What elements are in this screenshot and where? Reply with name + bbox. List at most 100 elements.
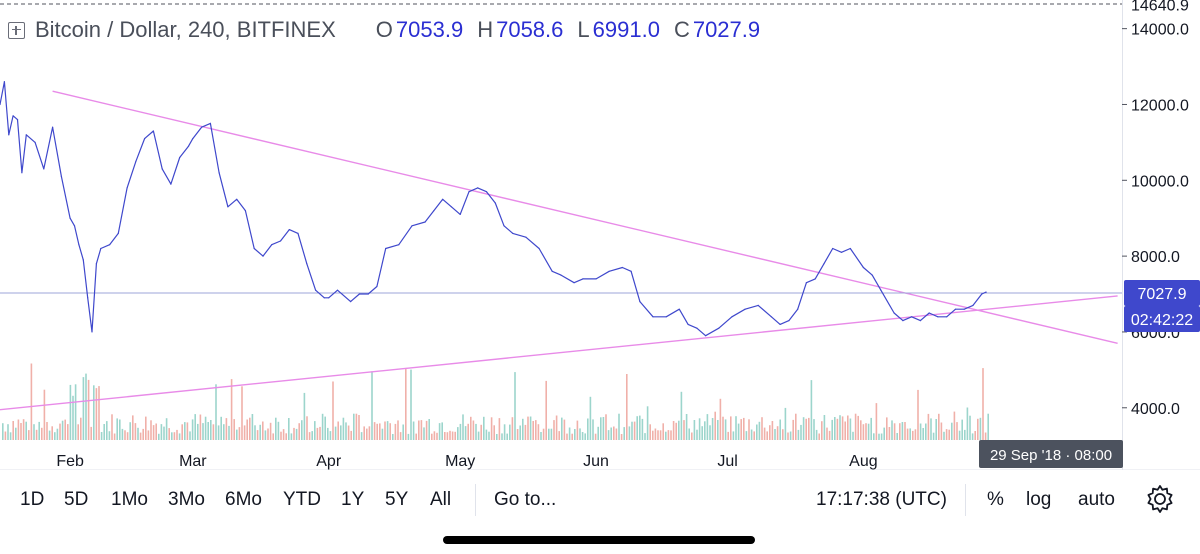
volume-bar (519, 425, 521, 440)
volume-bar (620, 434, 623, 440)
volume-bar (64, 419, 66, 440)
volume-bar (17, 419, 20, 440)
volume-bar (524, 424, 527, 440)
volume-bar (43, 389, 46, 440)
high-label: H (477, 17, 494, 42)
volume-bar (77, 424, 79, 440)
volume-bar (301, 420, 303, 440)
x-tick-label: Apr (316, 453, 342, 470)
volume-bar (787, 432, 789, 440)
volume-bar (67, 424, 69, 440)
volume-bar (85, 373, 87, 440)
volume-bar (35, 429, 38, 440)
low-value: 6991.0 (592, 17, 660, 42)
volume-bar (974, 431, 976, 440)
volume-bar (574, 429, 576, 440)
utc-clock[interactable]: 17:17:38 (UTC) (816, 489, 947, 510)
volume-bar (896, 433, 898, 440)
range-6mo-button[interactable]: 6Mo (225, 489, 262, 510)
volume-bar (875, 403, 878, 440)
volume-bar (22, 419, 25, 440)
range-all-button[interactable]: All (430, 489, 452, 510)
price-point (8, 134, 10, 136)
price-point (797, 308, 799, 310)
volume-bar (831, 419, 833, 440)
volume-bar (350, 430, 352, 440)
range-5d-button[interactable]: 5D (64, 489, 89, 510)
volume-bar (210, 420, 212, 440)
price-point (494, 202, 496, 204)
volume-bar (254, 425, 256, 440)
price-point (244, 210, 246, 212)
goto-date-button[interactable]: Go to... (494, 489, 557, 510)
expand-legend-icon[interactable] (8, 21, 25, 39)
volume-bar (732, 431, 735, 440)
volume-bar (927, 413, 930, 440)
gear-icon[interactable] (1145, 483, 1175, 515)
volume-bar (899, 423, 901, 440)
volume-bar (930, 418, 932, 440)
volume-bar (451, 431, 454, 440)
volume-bar (644, 433, 646, 440)
price-point (665, 316, 667, 318)
volume-bar (691, 432, 693, 440)
volume-bar (719, 398, 722, 440)
volume-bar (618, 413, 620, 440)
x-tick-label: Jul (717, 453, 737, 470)
volume-bar (600, 417, 602, 440)
volume-bar (667, 430, 670, 440)
volume-bar (483, 416, 485, 440)
price-point (630, 270, 632, 272)
price-point (69, 217, 71, 219)
volume-bar (342, 417, 345, 440)
price-point (840, 251, 843, 253)
log-scale-button[interactable]: log (1026, 489, 1052, 510)
price-point (678, 308, 680, 310)
price-point (525, 236, 527, 238)
volume-bar (376, 423, 378, 440)
y-tick-label: 10000.0 (1131, 173, 1189, 190)
price-point (21, 172, 23, 174)
range-5y-button[interactable]: 5Y (385, 489, 409, 510)
price-chart[interactable]: 4000.06000.08000.010000.012000.014000.01… (0, 0, 1200, 470)
volume-bar (108, 431, 111, 440)
volume-bar (119, 419, 121, 440)
price-point (551, 270, 553, 272)
volume-bar (784, 407, 787, 440)
volume-bar (912, 430, 914, 440)
range-ytd-button[interactable]: YTD (283, 489, 321, 510)
range-1mo-button[interactable]: 1Mo (111, 489, 148, 510)
volume-bar (506, 433, 508, 440)
volume-bar (56, 428, 59, 440)
volume-bar (230, 379, 233, 440)
volume-bar (444, 432, 446, 440)
volume-bar (295, 428, 298, 440)
x-tick-label: Jun (583, 453, 609, 470)
volume-bar (956, 422, 958, 440)
range-3mo-button[interactable]: 3Mo (168, 489, 205, 510)
price-point (862, 266, 865, 269)
auto-scale-button[interactable]: auto (1078, 489, 1115, 510)
volume-bar (433, 431, 436, 440)
volume-bar (438, 423, 441, 440)
range-1d-button[interactable]: 1D (20, 489, 45, 510)
price-line-series (0, 81, 987, 337)
price-point (411, 225, 413, 227)
volume-bar (615, 428, 618, 440)
range-1y-button[interactable]: 1Y (341, 489, 365, 510)
volume-bar (285, 433, 287, 440)
price-point (78, 244, 80, 246)
volume-bar (316, 427, 319, 440)
percent-scale-button[interactable]: % (987, 489, 1004, 510)
y-tick-label: 4000.0 (1131, 401, 1180, 418)
price-point (639, 301, 641, 303)
price-point (170, 183, 172, 185)
volume-bar (48, 430, 51, 440)
price-point (209, 122, 211, 124)
price-point (687, 323, 689, 325)
volume-bar (735, 416, 737, 440)
volume-bar (984, 432, 987, 440)
volume-bar (509, 424, 511, 440)
volume-bar (563, 419, 566, 440)
volume-bar (680, 391, 683, 440)
